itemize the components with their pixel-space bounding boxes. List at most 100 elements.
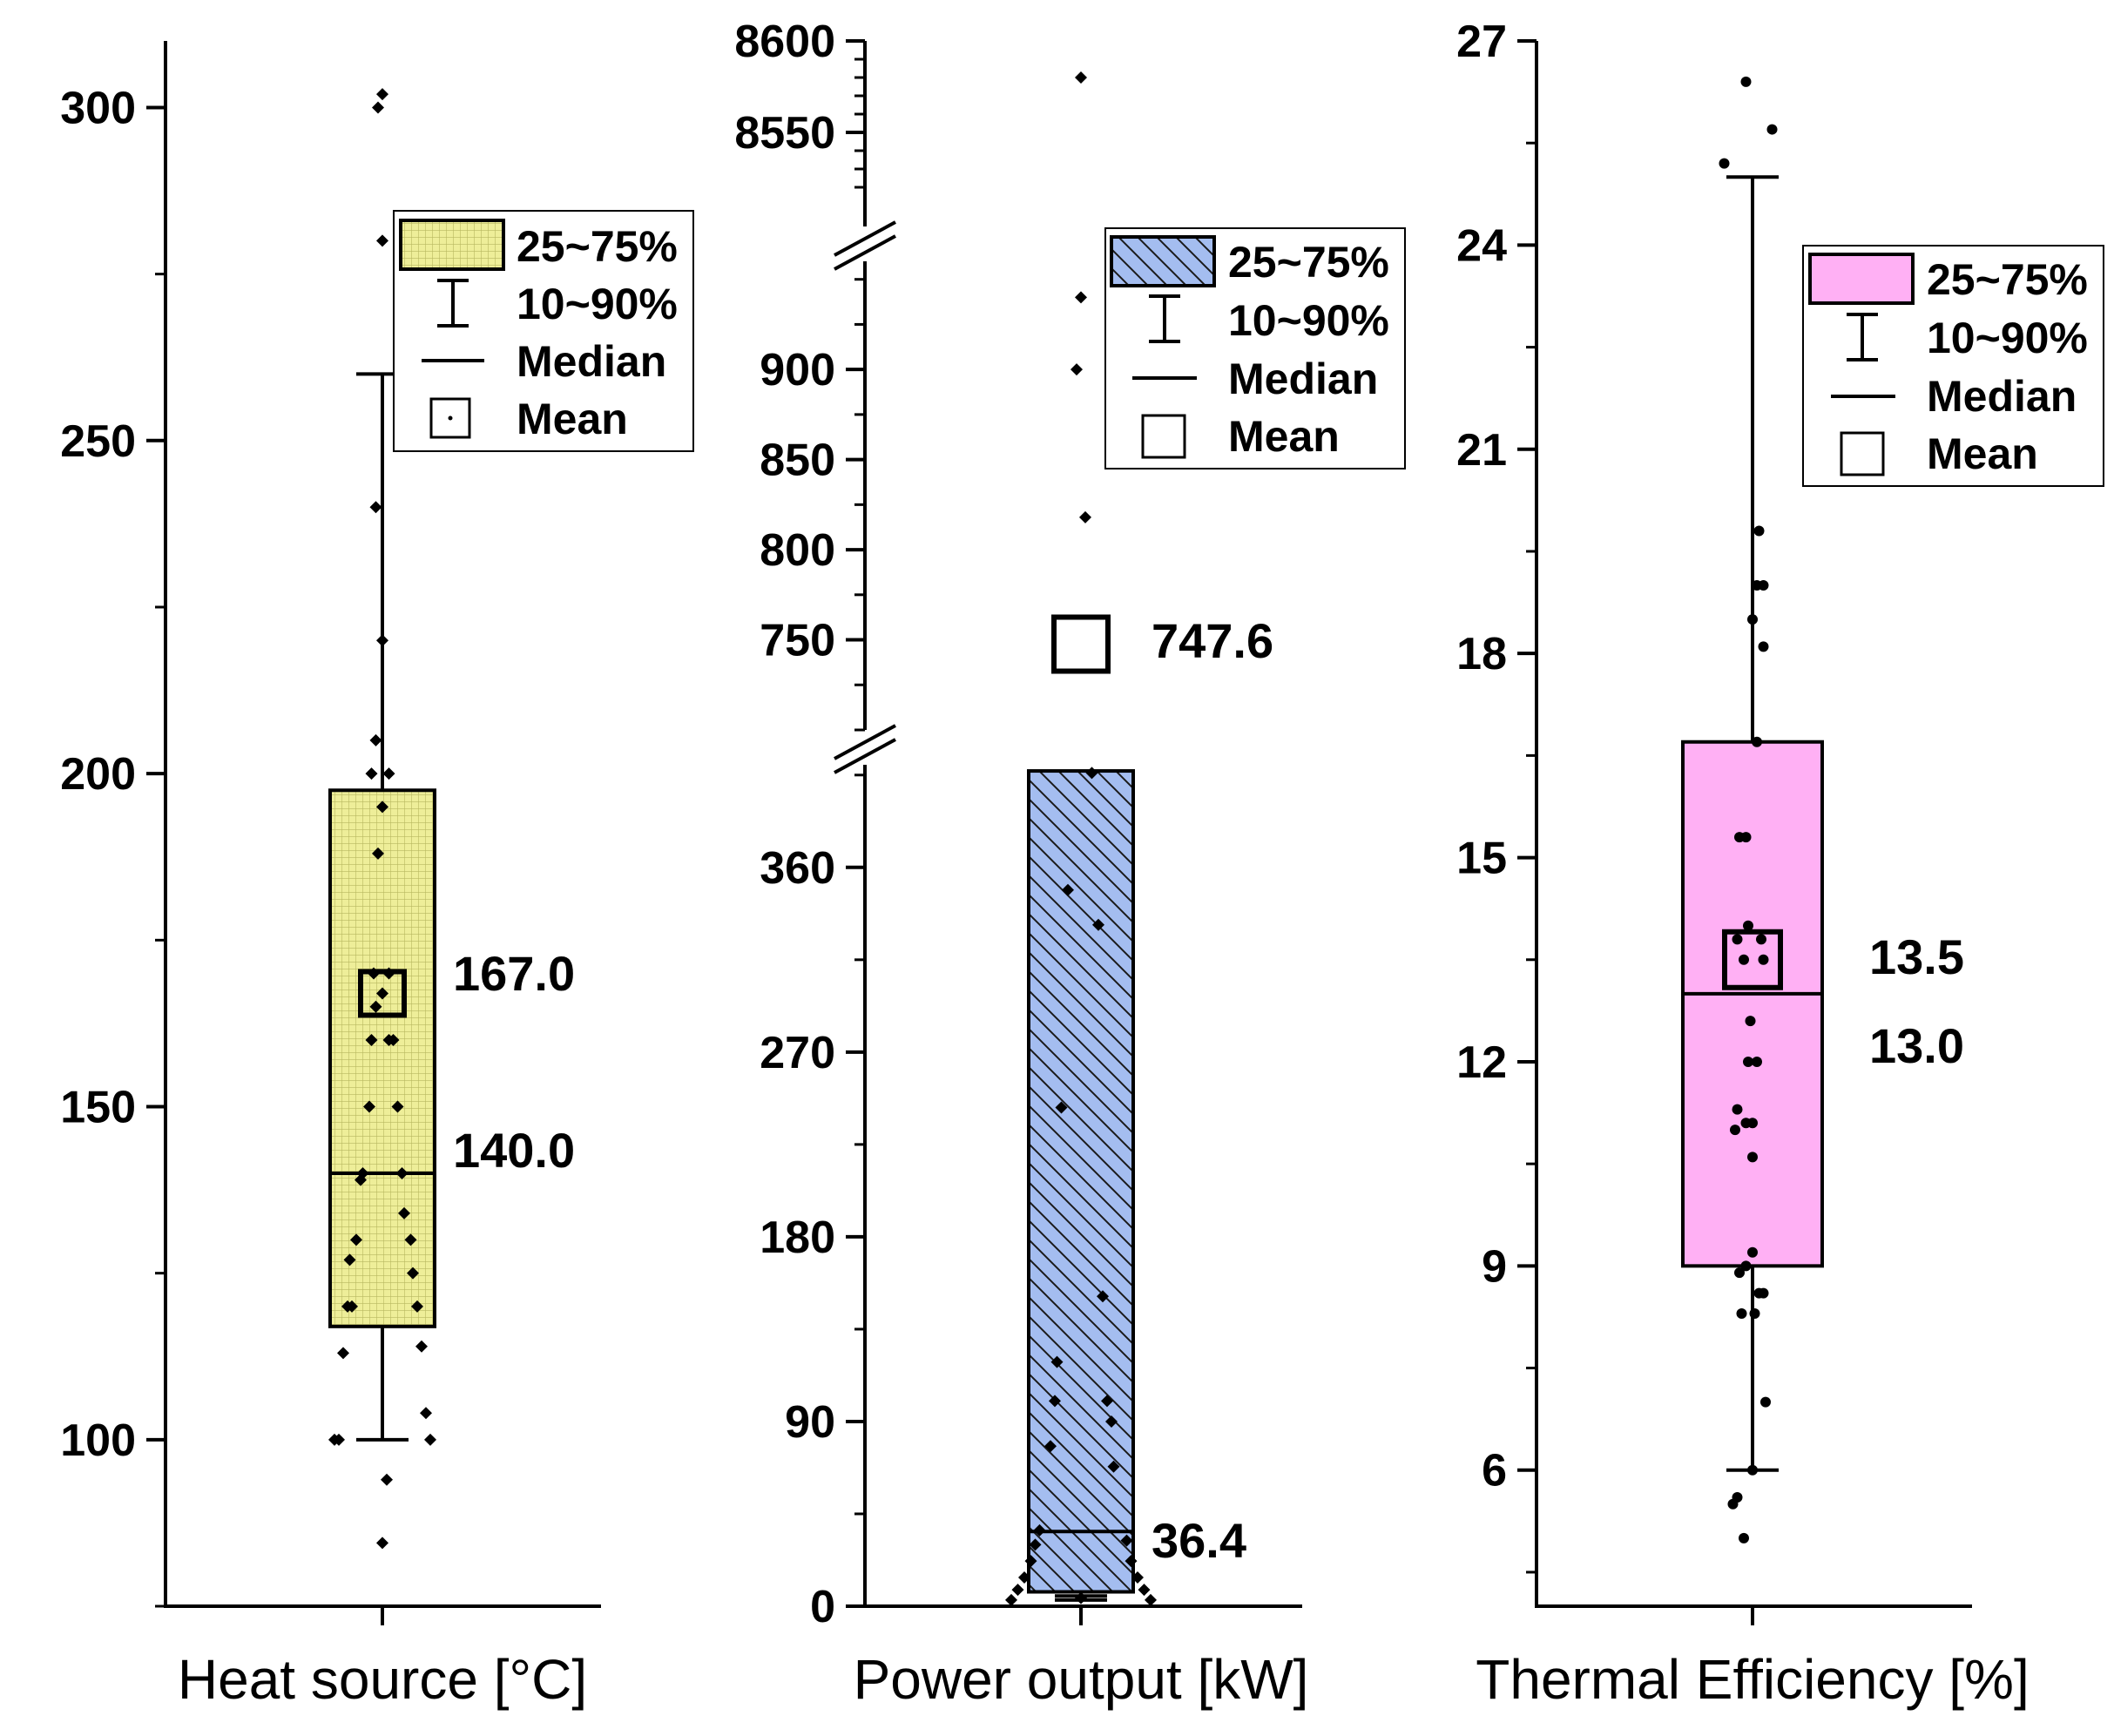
y-tick-label: 250 (60, 416, 136, 467)
y-tick-label: 750 (760, 616, 835, 666)
data-point (1747, 1246, 1758, 1258)
data-point (1747, 1152, 1758, 1163)
data-point (1747, 1464, 1758, 1476)
data-point (346, 1300, 358, 1313)
data-point (1138, 1584, 1151, 1597)
y-tick-label: 200 (60, 749, 136, 800)
data-point (1050, 1355, 1064, 1368)
data-point (395, 1166, 409, 1179)
y-tick-label: 100 (60, 1415, 136, 1466)
heat-source-points (328, 88, 436, 1550)
heat-source-mean-label: 167.0 (453, 946, 575, 1001)
axis-break-mark-bottom-1 (834, 724, 896, 760)
axis-break-mark-bottom-2 (834, 738, 896, 774)
iqr-box (328, 788, 436, 1328)
y-tick-label: 9 (1482, 1241, 1507, 1292)
data-point (1075, 291, 1087, 304)
data-point (1740, 76, 1752, 87)
data-point (1766, 124, 1778, 135)
legend-mean-swatch (429, 397, 471, 439)
heat-source-median-label: 140.0 (453, 1123, 575, 1178)
y-tick-label: 180 (760, 1212, 835, 1263)
power-output-box-group (1027, 614, 1135, 1602)
thermal-efficiency-x-title: Thermal Efficiency [%] (1476, 1648, 2029, 1711)
data-point (1145, 1593, 1157, 1606)
data-point (411, 1300, 423, 1313)
y-tick-label: 150 (60, 1082, 136, 1132)
legend-label-whisker: 10~90% (517, 280, 678, 328)
data-point (1736, 1308, 1747, 1320)
iqr-box (1681, 740, 1824, 1268)
axis-break-mark-top-1 (834, 220, 896, 257)
y-tick-label: 270 (760, 1028, 835, 1078)
legend-mean-swatch (1840, 431, 1885, 476)
data-point (376, 1537, 388, 1550)
legend-box-swatch (399, 219, 505, 271)
data-point (382, 967, 395, 980)
thermal-efficiency-axes (1535, 41, 1972, 1625)
data-point (1756, 934, 1766, 945)
heat-source-axes (164, 41, 601, 1625)
data-point (1749, 1308, 1760, 1320)
y-tick-label: 900 (760, 345, 835, 395)
thermal-efficiency-points (1719, 76, 1778, 1543)
y-tick-label: 300 (60, 83, 136, 133)
legend-whisker-swatch (1149, 294, 1180, 343)
axis-break-mark-top-2 (834, 234, 896, 271)
data-point (398, 1206, 410, 1219)
y-tick-label: 8550 (734, 108, 835, 159)
y-tick-label: 27 (1456, 17, 1507, 67)
data-point (1747, 614, 1758, 625)
data-point (1101, 1395, 1113, 1408)
data-point (1747, 1118, 1758, 1129)
data-point (1758, 1287, 1769, 1299)
y-tick-label: 12 (1456, 1037, 1507, 1088)
y-tick-label: 850 (760, 436, 835, 486)
legend-mean-swatch (1141, 414, 1186, 459)
power-output-points (1005, 71, 1157, 1606)
power-output-x-title: Power output [kW] (854, 1648, 1309, 1711)
data-point (1085, 767, 1098, 780)
data-point (1743, 920, 1753, 931)
legend-label-median: Median (1927, 372, 2077, 421)
data-point (1005, 1593, 1017, 1606)
data-point (372, 101, 384, 114)
data-point (1758, 954, 1769, 965)
data-point (376, 234, 388, 247)
data-point (1075, 71, 1087, 84)
legend-label-box: 25~75% (1927, 255, 2088, 304)
data-point (1758, 641, 1769, 652)
legend-label-whisker: 10~90% (1927, 314, 2088, 362)
power-output-legend: 25~75% 10~90% Median Mean (1104, 227, 1406, 469)
legend-box-swatch (1808, 253, 1915, 305)
data-point (424, 1433, 436, 1446)
mean-marker (1722, 929, 1783, 990)
thermal-efficiency-panel: 6 9 12 15 18 21 24 27 13.0 13.5 Thermal Efficie… (1456, 17, 2104, 1711)
data-point (365, 767, 378, 780)
data-point (1743, 1056, 1753, 1067)
data-point (363, 1100, 375, 1113)
data-point (1044, 1440, 1057, 1453)
data-point (1011, 1584, 1024, 1597)
power-output-panel: 8550 8600 750 800 850 900 0 90 180 270 360 36.4 74… (734, 17, 1406, 1711)
data-point (376, 634, 388, 647)
power-output-median-label: 36.4 (1152, 1513, 1246, 1568)
data-point (1033, 1523, 1046, 1537)
legend-whisker-swatch (1847, 313, 1878, 361)
heat-source-panel: 100 150 200 250 300 140.0 167.0 Heat source … (60, 41, 694, 1711)
data-point (365, 1034, 378, 1047)
data-point (1049, 1395, 1061, 1408)
data-point (1760, 1396, 1771, 1408)
data-point (369, 1000, 382, 1013)
y-tick-label: 0 (810, 1582, 835, 1632)
data-point (1071, 363, 1083, 376)
data-point (1753, 525, 1765, 537)
heat-source-x-title: Heat source [°C] (178, 1648, 587, 1711)
power-output-mean-label: 747.6 (1152, 613, 1273, 668)
y-tick-label: 800 (760, 525, 835, 576)
data-point (407, 1267, 419, 1280)
thermal-efficiency-y-ticks: 6 9 12 15 18 21 24 27 (1456, 17, 1537, 1574)
power-output-y-ticks: 8550 8600 750 800 850 900 0 90 180 270 360 (734, 17, 865, 1632)
y-tick-label: 6 (1482, 1446, 1507, 1496)
